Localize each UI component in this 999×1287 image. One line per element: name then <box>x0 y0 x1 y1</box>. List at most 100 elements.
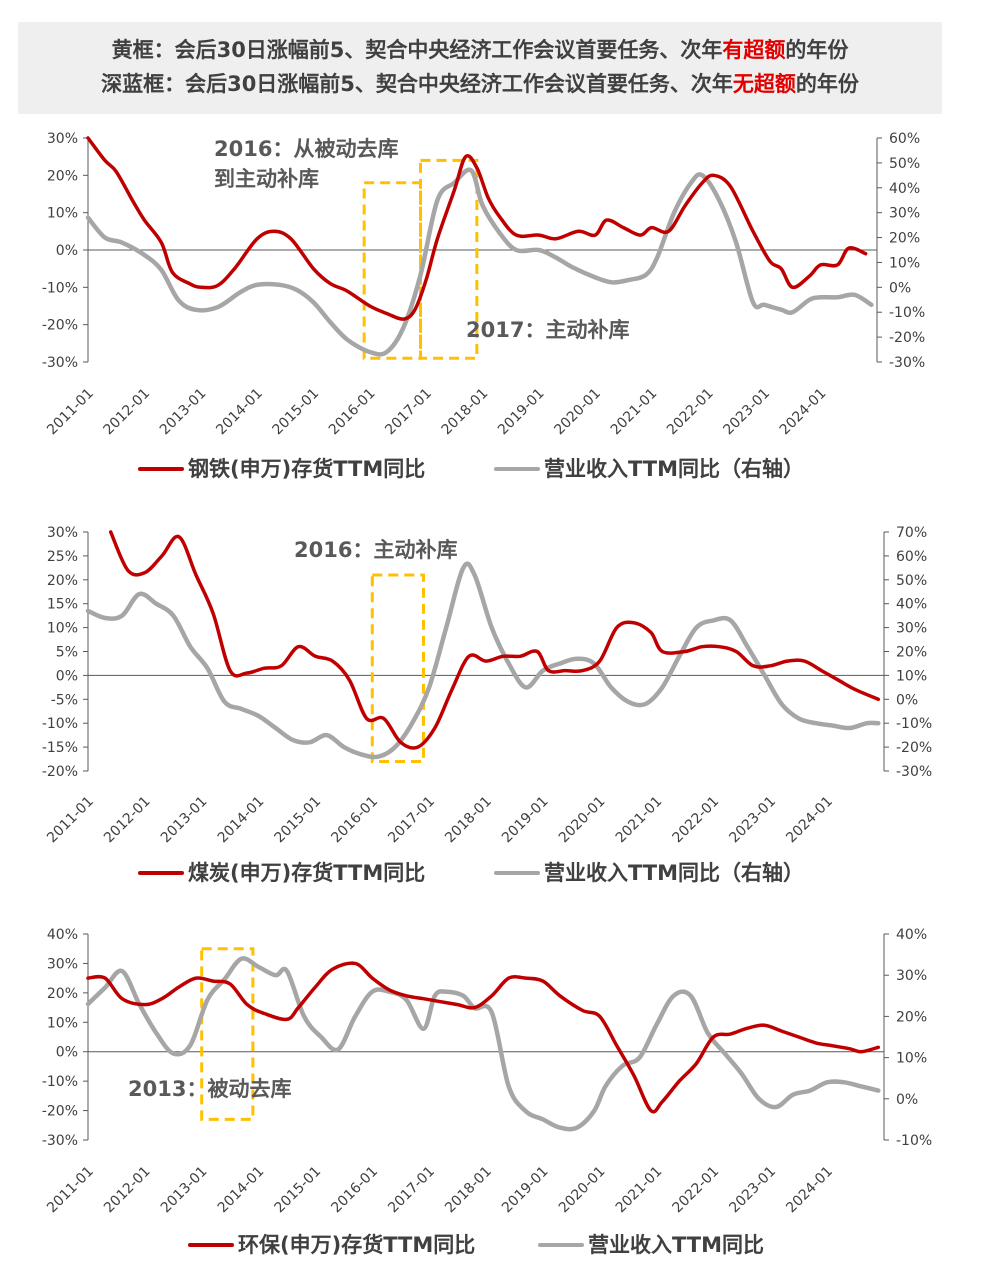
y-left-tick-label: 30% <box>47 525 78 541</box>
y-left-tick-label: 20% <box>47 168 78 184</box>
y-left-tick-label: 10% <box>47 621 78 637</box>
y-right-tick-label: -30% <box>896 764 932 780</box>
x-tick-label: 2022-01 <box>664 386 717 439</box>
y-left-tick-label: -30% <box>42 1133 78 1149</box>
x-tick-label: 2018-01 <box>442 794 495 847</box>
y-left-tick-label: 30% <box>47 131 78 147</box>
y-left-tick-label: -15% <box>42 740 78 756</box>
annotation-label: 到主动补库 <box>214 167 319 191</box>
x-tick-label: 2015-01 <box>272 794 325 847</box>
legend-label: 营业收入TTM同比（右轴） <box>544 861 804 885</box>
x-tick-label: 2019-01 <box>499 794 552 847</box>
y-left-tick-label: -10% <box>42 1074 78 1090</box>
note-navy-box: 深蓝框：会后30日涨幅前5、契合中央经济工作会议首要任务、次年无超额的年份 <box>18 68 942 98</box>
y-right-tick-label: 20% <box>896 1009 927 1025</box>
y-left-tick-label: 0% <box>56 243 78 259</box>
note-navy-suffix: 的年份 <box>795 72 859 96</box>
x-tick-label: 2021-01 <box>613 1164 666 1217</box>
y-left-tick-label: 25% <box>47 549 78 565</box>
note-yellow-box: 黄框：会后30日涨幅前5、契合中央经济工作会议首要任务、次年有超额的年份 <box>18 34 942 64</box>
series-inventory-line <box>86 961 881 1114</box>
x-tick-label: 2012-01 <box>101 386 154 439</box>
y-right-tick-label: -20% <box>896 740 932 756</box>
highlight-box <box>200 947 255 1121</box>
x-tick-label: 2011-01 <box>44 794 97 847</box>
x-tick-label: 2013-01 <box>158 794 211 847</box>
x-tick-label: 2017-01 <box>385 794 438 847</box>
annotation-label: 2017：主动补库 <box>466 318 629 342</box>
x-tick-label: 2016-01 <box>326 386 379 439</box>
y-left-tick-label: 5% <box>56 645 78 661</box>
y-right-tick-label: 30% <box>896 968 927 984</box>
x-tick-label: 2014-01 <box>215 794 268 847</box>
y-right-tick-label: 10% <box>889 255 920 271</box>
y-left-tick-label: 30% <box>47 956 78 972</box>
legend-label: 钢铁(申万)存货TTM同比 <box>188 457 425 481</box>
chart-coal: 30% 25% 20% 15% 10% 5% 0% -5% -10% -15% -20% 70% 60%… <box>42 525 932 885</box>
x-tick-label: 2012-01 <box>101 1164 154 1217</box>
series-revenue-line <box>85 561 881 760</box>
series-revenue-line <box>85 956 881 1132</box>
y-right-tick-label: 40% <box>896 597 927 613</box>
x-tick-label: 2014-01 <box>213 386 266 439</box>
y-right-tick-label: 20% <box>889 231 920 247</box>
note-yellow-text: 黄框：会后30日涨幅前5、契合中央经济工作会议首要任务、次年 <box>111 38 723 62</box>
y-left-tick-label: -20% <box>42 1104 78 1120</box>
y-left-tick-label: -30% <box>42 355 78 371</box>
x-tick-label: 2024-01 <box>783 794 836 847</box>
highlight-box <box>370 573 425 763</box>
chart-environmental: 40% 30% 20% 10% 0% -10% -20% -30% 40% 30% 20% 10% 0%… <box>42 927 932 1257</box>
x-tick-label: 2014-01 <box>215 1164 268 1217</box>
y-left-tick-label: 0% <box>56 668 78 684</box>
x-tick-label: 2017-01 <box>385 1164 438 1217</box>
x-tick-label: 2021-01 <box>613 794 666 847</box>
y-right-tick-label: 0% <box>889 280 911 296</box>
x-tick-label: 2013-01 <box>158 1164 211 1217</box>
x-tick-label: 2022-01 <box>670 1164 723 1217</box>
y-right-tick-label: 10% <box>896 668 927 684</box>
y-left-tick-label: 15% <box>47 597 78 613</box>
y-left-tick-label: 10% <box>47 206 78 222</box>
y-right-tick-label: -10% <box>896 1133 932 1149</box>
y-right-tick-label: 50% <box>896 573 927 589</box>
x-tick-label: 2018-01 <box>439 386 492 439</box>
y-right-tick-label: 20% <box>896 645 927 661</box>
y-right-tick-label: 30% <box>896 621 927 637</box>
series-inventory-line <box>108 530 881 750</box>
annotation-label: 2013：被动去库 <box>128 1077 291 1101</box>
note-yellow-suffix: 的年份 <box>785 38 849 62</box>
y-right-tick-label: -10% <box>889 305 925 321</box>
x-tick-label: 2018-01 <box>442 1164 495 1217</box>
y-right-tick-label: 50% <box>889 156 920 172</box>
x-tick-label: 2012-01 <box>101 794 154 847</box>
x-tick-label: 2011-01 <box>44 1164 97 1217</box>
y-left-tick-label: -10% <box>42 280 78 296</box>
y-right-tick-label: 30% <box>889 206 920 222</box>
y-left-tick-label: 0% <box>56 1045 78 1061</box>
x-tick-label: 2016-01 <box>328 794 381 847</box>
y-right-tick-label: 60% <box>896 549 927 565</box>
note-navy-text: 深蓝框：会后30日涨幅前5、契合中央经济工作会议首要任务、次年 <box>101 72 733 96</box>
chart-steel: 30% 20% 10% 0% -10% -20% -30% 60% 50% 40% 30% 20% 10… <box>42 131 925 481</box>
x-tick-label: 2019-01 <box>499 1164 552 1217</box>
x-tick-label: 2024-01 <box>783 1164 836 1217</box>
x-tick-label: 2015-01 <box>272 1164 325 1217</box>
x-tick-label: 2015-01 <box>270 386 323 439</box>
y-left-tick-label: -5% <box>51 692 78 708</box>
y-left-tick-label: 10% <box>47 1015 78 1031</box>
x-tick-label: 2019-01 <box>495 386 548 439</box>
y-left-tick-label: 40% <box>47 927 78 943</box>
note-navy-highlight: 无超额 <box>732 72 796 96</box>
x-tick-label: 2017-01 <box>382 386 435 439</box>
x-tick-label: 2022-01 <box>670 794 723 847</box>
y-right-tick-label: -10% <box>896 716 932 732</box>
series-revenue-line <box>85 167 874 357</box>
highlight-box <box>362 181 423 360</box>
y-right-tick-label: 40% <box>896 927 927 943</box>
y-left-tick-label: -20% <box>42 318 78 334</box>
y-left-tick-label: -10% <box>42 716 78 732</box>
legend-note-box: 黄框：会后30日涨幅前5、契合中央经济工作会议首要任务、次年有超额的年份 深蓝框… <box>18 22 942 114</box>
x-tick-label: 2023-01 <box>720 386 773 439</box>
y-right-tick-label: 0% <box>896 1092 918 1108</box>
